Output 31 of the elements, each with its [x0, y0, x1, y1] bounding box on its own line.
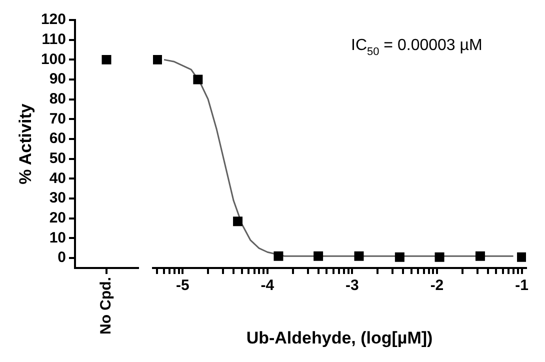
- x-tick-label: -5: [176, 277, 190, 294]
- x-tick-label: No Cpd.: [98, 277, 115, 334]
- y-tick-label: 0: [58, 249, 66, 266]
- point: [434, 252, 444, 262]
- x-tick-label: -4: [260, 277, 275, 294]
- point: [517, 252, 526, 262]
- x-axis-title: Ub-Aldehyde, (log[µM]): [246, 328, 433, 348]
- y-tick-label: 10: [49, 229, 66, 246]
- point: [354, 251, 364, 261]
- point: [233, 216, 243, 226]
- y-tick-label: 50: [49, 150, 66, 168]
- y-tick-label: 70: [49, 110, 66, 128]
- x-tick-label: -1: [515, 277, 528, 294]
- y-tick-label: 40: [49, 170, 66, 187]
- point: [153, 54, 162, 64]
- y-tick-label: 120: [40, 11, 66, 28]
- y-tick-label: 90: [49, 70, 66, 88]
- point: [475, 251, 485, 261]
- y-tick-label: 30: [49, 190, 66, 207]
- x-tick-label: -2: [430, 277, 444, 294]
- y-tick-label: 20: [49, 210, 66, 227]
- point: [193, 74, 203, 84]
- y-tick-label: 60: [49, 130, 66, 148]
- y-tick-label: 110: [42, 30, 66, 48]
- point: [274, 251, 284, 261]
- point: [314, 251, 324, 261]
- point: [394, 252, 404, 262]
- y-axis-title: % Activity: [16, 103, 35, 184]
- y-tick-label: 100: [40, 50, 66, 68]
- x-tick-label: -3: [346, 277, 359, 294]
- y-tick-label: 80: [49, 90, 66, 108]
